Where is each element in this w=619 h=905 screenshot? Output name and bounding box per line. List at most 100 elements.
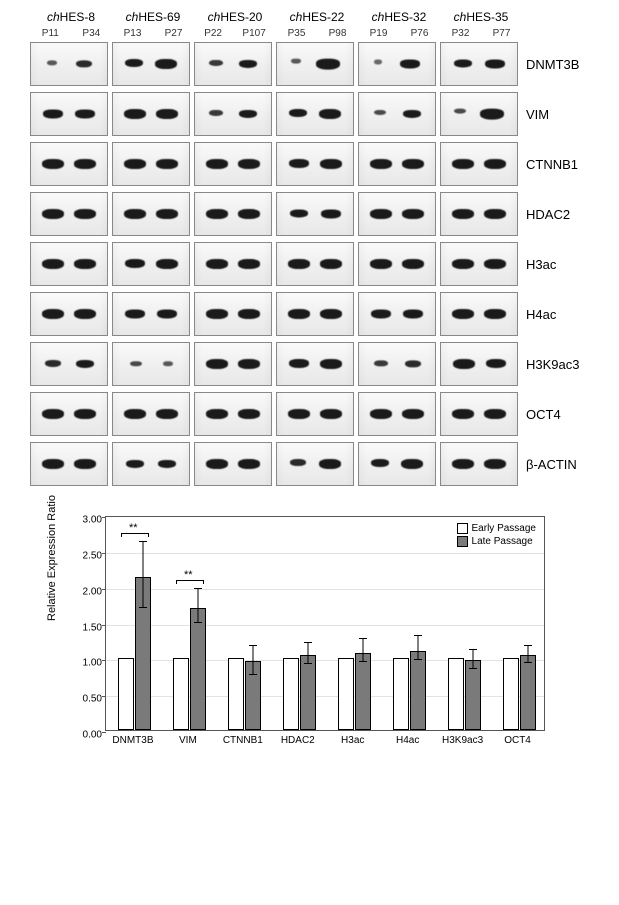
x-tick-label: DNMT3B xyxy=(106,735,161,746)
blot-lane-cell xyxy=(358,242,436,286)
blot-lane-cell xyxy=(276,192,354,236)
x-tick-label: OCT4 xyxy=(490,735,545,746)
bar-group xyxy=(393,651,426,730)
protein-band xyxy=(126,460,144,468)
bar-group xyxy=(503,655,536,730)
early-bar xyxy=(338,658,354,730)
protein-band xyxy=(124,209,146,219)
blot-lane-cell xyxy=(276,342,354,386)
error-cap xyxy=(414,659,422,660)
protein-band xyxy=(74,459,96,469)
protein-band xyxy=(42,459,64,469)
passage-label: P107 xyxy=(242,28,265,39)
protein-band xyxy=(47,60,57,65)
protein-band xyxy=(401,459,423,469)
y-tick-mark xyxy=(102,625,106,626)
protein-band xyxy=(452,209,474,219)
protein-band xyxy=(206,459,228,469)
protein-band xyxy=(291,59,301,64)
blot-lane-cell xyxy=(358,442,436,486)
protein-band xyxy=(402,209,424,219)
late-bar xyxy=(135,577,151,730)
legend-swatch xyxy=(457,536,468,547)
blot-lane-cell xyxy=(276,392,354,436)
protein-row-label: DNMT3B xyxy=(522,57,594,72)
blot-lane-cell xyxy=(30,242,108,286)
cell-line-name: chHES-20 xyxy=(194,10,276,24)
protein-band xyxy=(45,360,61,367)
protein-band xyxy=(320,309,342,319)
error-cap xyxy=(469,668,477,669)
error-cap xyxy=(524,645,532,646)
blot-lane-cell xyxy=(194,242,272,286)
passage-label: P27 xyxy=(165,28,183,39)
protein-band xyxy=(402,259,424,269)
late-bar xyxy=(190,608,206,730)
protein-band xyxy=(484,409,506,419)
bar-chart: Relative Expression Ratio Early PassageL… xyxy=(60,511,560,791)
blot-lane-cell xyxy=(30,342,108,386)
blot-lane-cell xyxy=(30,442,108,486)
late-bar xyxy=(300,655,316,730)
legend-swatch xyxy=(457,523,468,534)
protein-band xyxy=(485,60,505,69)
blot-lane-cell xyxy=(440,292,518,336)
blot-lane-cell xyxy=(30,392,108,436)
protein-band xyxy=(403,110,421,118)
protein-band xyxy=(484,259,506,269)
protein-band xyxy=(239,110,257,118)
protein-band xyxy=(209,60,223,66)
passage-label: P34 xyxy=(82,28,100,39)
late-bar xyxy=(520,655,536,730)
blot-lane-cell xyxy=(440,242,518,286)
early-bar xyxy=(448,658,464,730)
blot-lane-cell xyxy=(358,92,436,136)
late-bar xyxy=(410,651,426,730)
blot-lane-cell xyxy=(358,192,436,236)
protein-band xyxy=(453,359,475,369)
protein-band xyxy=(74,259,96,269)
blot-column-headers: chHES-8P11P34chHES-69P13P27chHES-20P22P1… xyxy=(20,10,609,39)
late-bar xyxy=(465,660,481,730)
protein-band xyxy=(370,209,392,219)
blot-lane-cell xyxy=(112,342,190,386)
protein-band xyxy=(125,59,143,67)
protein-band xyxy=(124,109,146,119)
bar-group xyxy=(228,658,261,730)
protein-band xyxy=(125,259,145,268)
chart-legend: Early PassageLate Passage xyxy=(457,523,536,549)
bar-chart-panel: Relative Expression Ratio Early PassageL… xyxy=(20,511,609,791)
x-tick-label: H3ac xyxy=(325,735,380,746)
protein-band xyxy=(238,309,260,319)
blot-lane-cell xyxy=(276,442,354,486)
passage-labels: P22P107 xyxy=(194,28,276,39)
protein-band xyxy=(400,60,420,69)
protein-band xyxy=(452,409,474,419)
protein-band xyxy=(484,209,506,219)
protein-band xyxy=(42,309,64,319)
protein-band xyxy=(124,159,146,169)
blot-lane-cell xyxy=(358,342,436,386)
late-bar xyxy=(355,653,371,730)
blot-lane-cell xyxy=(194,192,272,236)
gridline xyxy=(106,553,544,554)
blot-column-header: chHES-69P13P27 xyxy=(112,10,194,39)
protein-band xyxy=(156,259,178,269)
blot-lane-cell xyxy=(30,42,108,86)
error-cap xyxy=(139,607,147,608)
y-tick-mark xyxy=(102,589,106,590)
blot-column-header: chHES-20 P22P107 xyxy=(194,10,276,39)
blot-lane-cell xyxy=(358,292,436,336)
x-tick-label: H4ac xyxy=(380,735,435,746)
blot-lane-cell xyxy=(276,92,354,136)
blot-lane-cell xyxy=(112,142,190,186)
y-tick-mark xyxy=(102,732,106,733)
protein-band xyxy=(320,359,342,369)
late-bar xyxy=(245,661,261,730)
protein-band xyxy=(158,460,176,468)
protein-band xyxy=(163,361,173,366)
passage-labels: P32P77 xyxy=(440,28,522,39)
cell-line-name: chHES-32 xyxy=(358,10,440,24)
blot-lane-cell xyxy=(112,392,190,436)
protein-band xyxy=(374,110,386,115)
